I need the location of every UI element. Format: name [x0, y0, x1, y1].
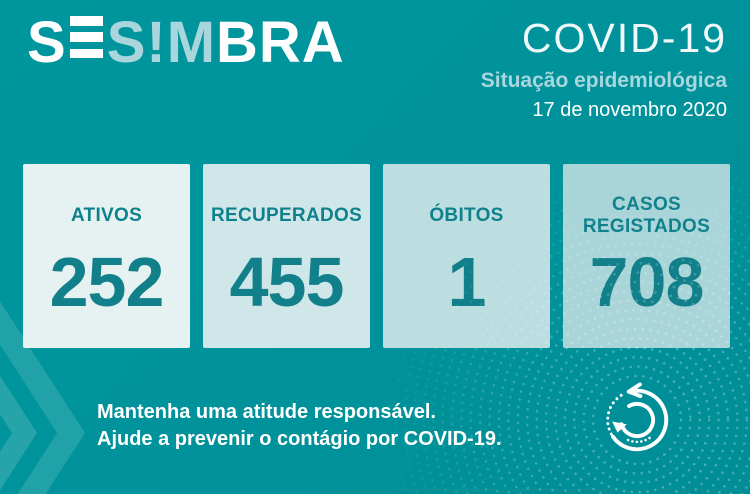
stat-label: ÓBITOS — [429, 205, 504, 227]
stat-value: 1 — [447, 243, 487, 321]
subtitle-epidemiological-situation: Situação epidemiológica — [480, 69, 727, 92]
stat-card-casos-registados: CASOS REGISTADOS 708 — [563, 164, 730, 348]
footer-message-line1: Mantenha uma atitude responsável. — [97, 401, 436, 423]
logo-letter-e-bars: E — [69, 16, 103, 58]
stat-value: 455 — [229, 243, 345, 321]
stat-label: RECUPERADOS — [210, 205, 363, 227]
footer-message-line2: Ajude a prevenir o contágio por COVID-19… — [97, 428, 502, 450]
stat-value: 708 — [589, 243, 705, 321]
logo-letters-bra: BRA — [216, 10, 345, 75]
stat-label: ATIVOS — [70, 205, 143, 227]
bottom-white-strip — [0, 494, 750, 500]
covid19-title: COVID-19 — [521, 15, 727, 61]
stat-label: CASOS REGISTADOS — [582, 194, 711, 237]
footer-message: Mantenha uma atitude responsável. Ajude … — [97, 399, 502, 453]
stat-card-recuperados: RECUPERADOS 455 — [203, 164, 370, 348]
stat-value: 252 — [49, 243, 165, 321]
stats-row: ATIVOS 252 RECUPERADOS 455 ÓBITOS 1 CASO… — [23, 164, 730, 348]
header-title-block: COVID-19 Situação epidemiológica 17 de n… — [480, 15, 727, 122]
sesimbra-logo: S E S!M BRA — [27, 14, 345, 72]
logo-letter-s1: S — [27, 10, 67, 75]
refresh-arrows-icon — [598, 381, 676, 464]
report-date: 17 de novembro 2020 — [532, 99, 727, 122]
stat-card-ativos: ATIVOS 252 — [23, 164, 190, 348]
stat-card-obitos: ÓBITOS 1 — [383, 164, 550, 348]
logo-letters-sim: S!M — [106, 10, 217, 75]
